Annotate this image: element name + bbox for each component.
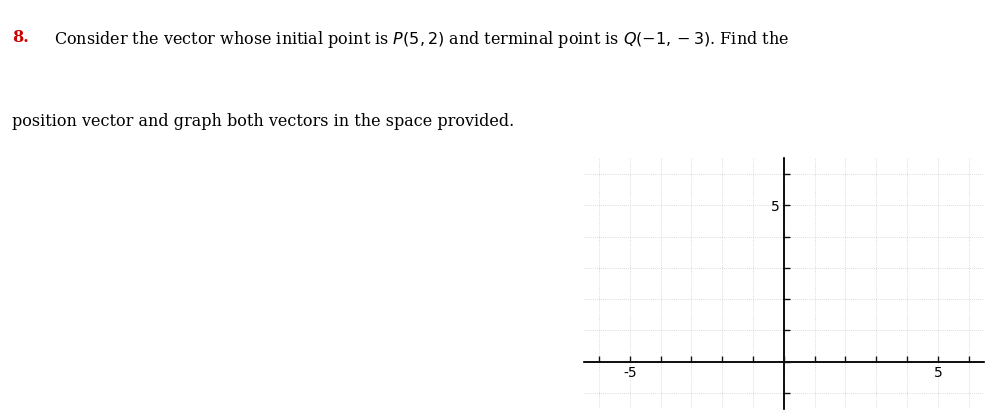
- Text: position vector and graph both vectors in the space provided.: position vector and graph both vectors i…: [12, 113, 514, 130]
- Text: 8.: 8.: [12, 29, 29, 46]
- Text: Consider the vector whose initial point is $P(5, 2)$ and terminal point is $Q(-1: Consider the vector whose initial point …: [54, 29, 789, 50]
